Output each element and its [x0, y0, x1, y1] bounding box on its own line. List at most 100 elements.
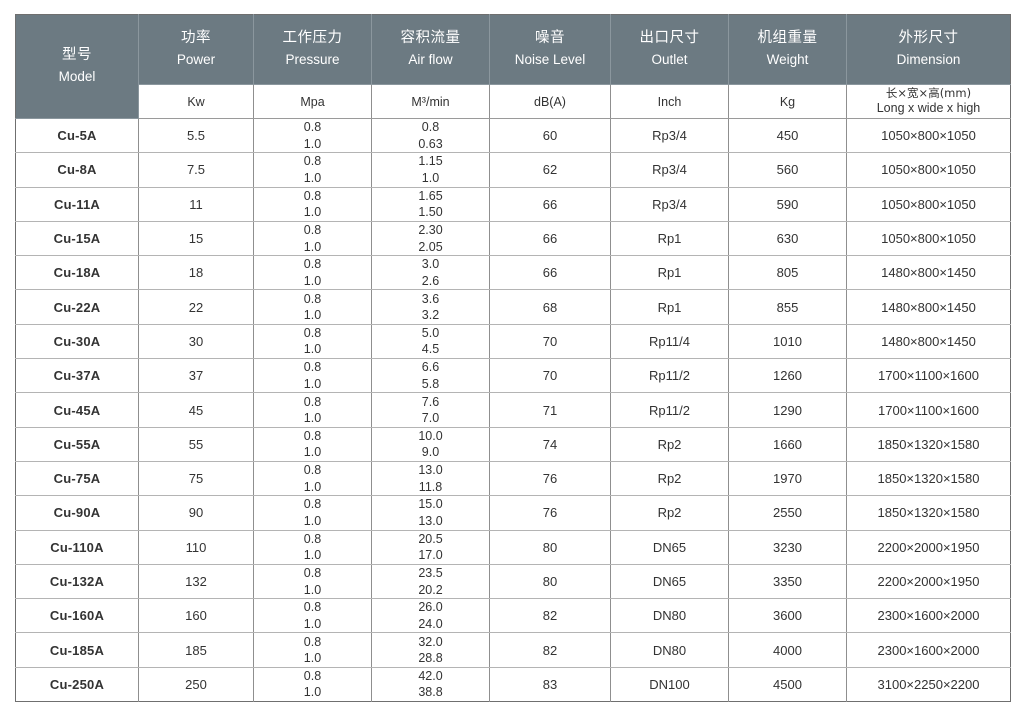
cell-airflow-value-2: 4.5: [421, 342, 440, 357]
cell-airflow-value-2: 20.2: [418, 582, 443, 597]
table-header: 型号 Model 功率 Power 工作压力 Pressure 容积流量 Air…: [15, 14, 1011, 119]
cell-noise: 71: [489, 392, 611, 428]
cell-model: Cu-160A: [15, 598, 139, 634]
cell-model: Cu-11A: [15, 187, 139, 222]
cell-pressure-value-2: 1.0: [303, 616, 322, 631]
cell-airflow-value-1: 13.0: [418, 463, 443, 478]
cell-airflow-value-2: 0.63: [418, 136, 443, 151]
cell-pressure-value-2: 1.0: [303, 513, 322, 528]
cell-power: 18: [138, 255, 254, 291]
cell-noise: 80: [489, 564, 611, 600]
cell-airflow-value-1: 3.6: [421, 291, 440, 306]
column-header-power-en: Power: [176, 52, 216, 68]
cell-model: Cu-185A: [15, 632, 139, 668]
cell-airflow-value-2: 11.8: [418, 479, 443, 494]
cell-pressure-value-2: 1.0: [303, 273, 322, 288]
cell-pressure-value-1: 0.8: [303, 394, 322, 409]
cell-model: Cu-8A: [15, 152, 139, 188]
column-header-model-en: Model: [58, 69, 96, 85]
table-row: Cu-15A 15 0.8 1.0 2.30 2.05 66 Rp1 630 1050×800×1…: [15, 221, 1011, 257]
cell-noise: 66: [489, 221, 611, 257]
cell-airflow: 5.0 4.5: [371, 324, 490, 360]
cell-airflow-value-1: 20.5: [418, 531, 443, 546]
cell-noise: 82: [489, 598, 611, 634]
cell-model: Cu-90A: [15, 495, 139, 531]
cell-model: Cu-30A: [15, 324, 139, 360]
cell-pressure-value-1: 0.8: [303, 154, 322, 169]
cell-outlet: DN65: [610, 530, 729, 565]
cell-pressure-value-2: 1.0: [303, 308, 322, 323]
cell-pressure-value-1: 0.8: [303, 463, 322, 478]
table-row: Cu-132A 132 0.8 1.0 23.5 20.2 80 DN65 3350 2200×2…: [15, 564, 1011, 600]
cell-noise: 70: [489, 324, 611, 360]
cell-pressure: 0.8 1.0: [253, 358, 372, 394]
cell-outlet: Rp2: [610, 461, 729, 497]
cell-airflow: 15.0 13.0: [371, 495, 490, 531]
cell-power: 37: [138, 358, 254, 394]
cell-model: Cu-37A: [15, 358, 139, 394]
cell-airflow-value-2: 7.0: [421, 411, 440, 426]
unit-airflow: M³/min: [411, 94, 450, 109]
cell-model: Cu-132A: [15, 564, 139, 600]
cell-noise: 76: [489, 495, 611, 531]
cell-airflow-value-2: 24.0: [418, 616, 443, 631]
cell-airflow-value-2: 38.8: [418, 685, 443, 700]
cell-weight: 3350: [728, 564, 847, 600]
cell-pressure-value-1: 0.8: [303, 668, 322, 683]
cell-dimension: 2200×2000×1950: [846, 564, 1011, 600]
cell-weight: 855: [728, 289, 847, 325]
cell-noise: 62: [489, 152, 611, 188]
cell-airflow-value-2: 9.0: [421, 445, 440, 460]
cell-power: 30: [138, 324, 254, 360]
cell-pressure-value-1: 0.8: [303, 325, 322, 340]
cell-outlet: DN65: [610, 564, 729, 600]
column-header-noise-en: Noise Level: [514, 52, 586, 68]
column-header-weight: 机组重量 Weight: [728, 14, 847, 85]
cell-power: 55: [138, 427, 254, 462]
cell-pressure: 0.8 1.0: [253, 187, 372, 222]
cell-pressure-value-1: 0.8: [303, 120, 322, 135]
cell-pressure: 0.8 1.0: [253, 118, 372, 154]
cell-airflow-value-2: 2.05: [418, 239, 443, 254]
cell-outlet: Rp3/4: [610, 118, 729, 154]
table-row: Cu-37A 37 0.8 1.0 6.6 5.8 70 Rp11/2 1260 1700×110…: [15, 358, 1011, 394]
cell-airflow: 6.6 5.8: [371, 358, 490, 394]
specification-table-container: 型号 Model 功率 Power 工作压力 Pressure 容积流量 Air…: [15, 14, 1011, 702]
cell-pressure: 0.8 1.0: [253, 324, 372, 360]
cell-airflow-value-1: 23.5: [418, 566, 443, 580]
specification-table: 型号 Model 功率 Power 工作压力 Pressure 容积流量 Air…: [15, 14, 1011, 702]
unit-header-outlet: Inch: [610, 84, 729, 119]
unit-weight: Kg: [779, 94, 796, 109]
cell-dimension: 1700×1100×1600: [846, 392, 1011, 428]
cell-airflow: 3.0 2.6: [371, 255, 490, 291]
cell-power: 15: [138, 221, 254, 257]
cell-noise: 66: [489, 187, 611, 222]
column-header-outlet-en: Outlet: [651, 52, 688, 68]
unit-header-dimension: 长×宽×高(mm) Long x wide x high: [846, 84, 1011, 119]
cell-airflow-value-1: 1.15: [418, 154, 443, 169]
cell-dimension: 1700×1100×1600: [846, 358, 1011, 394]
cell-noise: 83: [489, 667, 611, 702]
table-row: Cu-110A 110 0.8 1.0 20.5 17.0 80 DN65 3230 2200×2…: [15, 530, 1011, 565]
cell-airflow: 10.0 9.0: [371, 427, 490, 462]
cell-pressure-value-1: 0.8: [303, 223, 322, 238]
cell-airflow-value-2: 28.8: [418, 651, 443, 666]
cell-pressure: 0.8 1.0: [253, 221, 372, 257]
cell-noise: 60: [489, 118, 611, 154]
cell-outlet: Rp3/4: [610, 152, 729, 188]
cell-dimension: 3100×2250×2200: [877, 676, 980, 692]
cell-pressure: 0.8 1.0: [253, 392, 372, 428]
cell-model: Cu-15A: [15, 221, 139, 257]
cell-model: Cu-110A: [15, 530, 139, 565]
column-header-dimension-cn: 外形尺寸: [898, 30, 959, 47]
cell-power: 185: [138, 632, 254, 668]
table-row: Cu-55A 55 0.8 1.0 10.0 9.0 74 Rp2 1660 1850×1320×…: [15, 427, 1011, 462]
cell-airflow-value-1: 32.0: [418, 634, 443, 649]
cell-outlet: Rp3/4: [610, 187, 729, 222]
column-header-noise: 噪音 Noise Level: [489, 14, 611, 85]
cell-weight: 805: [728, 255, 847, 291]
cell-dimension: 2300×1600×2000: [846, 632, 1011, 668]
column-header-model-cn: 型号: [62, 47, 92, 64]
table-row: Cu-11A 11 0.8 1.0 1.65 1.50 66 Rp3/4 590 1050×800…: [15, 187, 1011, 222]
cell-model: Cu-75A: [15, 461, 139, 497]
